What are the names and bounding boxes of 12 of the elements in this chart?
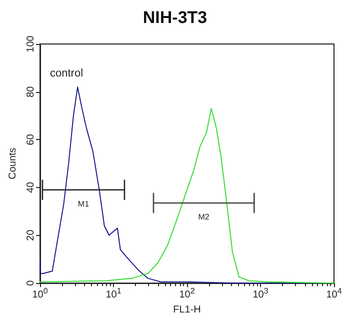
series-label: M2: [198, 212, 210, 222]
x-axis-title: FL1-H: [173, 304, 201, 316]
y-tick-label: 100: [26, 35, 36, 52]
chart-title: NIH-3T3: [142, 8, 208, 27]
y-tick-label: 60: [26, 134, 36, 146]
annotation: control: [50, 68, 84, 80]
y-tick-label: 80: [26, 86, 36, 98]
y-tick-label: 0: [26, 280, 36, 286]
y-tick-label: 40: [26, 181, 36, 194]
y-axis-title: Counts: [8, 148, 18, 180]
series-label: M1: [78, 199, 90, 208]
y-tick-label: 20: [26, 229, 36, 241]
